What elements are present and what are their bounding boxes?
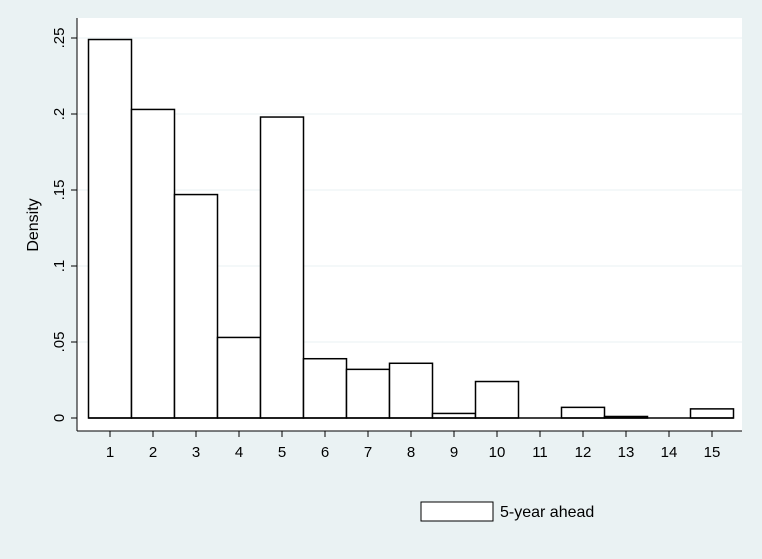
bar xyxy=(87,38,133,419)
axes xyxy=(76,18,742,432)
x-tick-label: 1 xyxy=(106,444,114,461)
x-ticks: 1 2 3 4 5 6 7 8 9 10 11 12 13 14 15 xyxy=(106,431,721,461)
bar xyxy=(560,406,606,419)
y-tick-label: .1 xyxy=(51,260,68,273)
bar xyxy=(345,368,391,419)
x-tick-label: 14 xyxy=(661,444,678,461)
bar xyxy=(130,108,176,419)
y-tick-label: 0 xyxy=(51,414,68,422)
bar xyxy=(216,336,262,419)
y-tick-label: .2 xyxy=(51,108,68,121)
x-tick-label: 12 xyxy=(575,444,592,461)
x-tick-label: 13 xyxy=(618,444,635,461)
x-tick-label: 11 xyxy=(532,444,548,461)
x-tick-label: 8 xyxy=(407,444,415,461)
x-tick-label: 3 xyxy=(192,444,200,461)
bars xyxy=(87,38,735,419)
x-tick-label: 2 xyxy=(149,444,157,461)
x-tick-label: 15 xyxy=(704,444,721,461)
x-tick-label: 10 xyxy=(489,444,506,461)
y-tick-label: .25 xyxy=(51,28,68,49)
x-tick-label: 4 xyxy=(235,444,243,461)
x-tick-label: 5 xyxy=(278,444,286,461)
bar xyxy=(689,408,735,419)
y-tick-label: .05 xyxy=(51,332,68,353)
legend: 5-year ahead xyxy=(420,501,594,522)
bar xyxy=(259,116,305,419)
bar xyxy=(173,193,219,419)
legend-label: 5-year ahead xyxy=(500,504,594,521)
x-tick-label: 7 xyxy=(364,444,372,461)
y-tick-label: .15 xyxy=(51,180,68,201)
legend-swatch xyxy=(420,501,494,522)
bar xyxy=(388,362,434,419)
bar xyxy=(302,357,348,419)
bar xyxy=(474,380,520,419)
y-axis-label: Density xyxy=(25,198,42,251)
x-tick-label: 9 xyxy=(450,444,458,461)
y-ticks: 0 .05 .1 .15 .2 .25 xyxy=(51,28,77,422)
x-tick-label: 6 xyxy=(321,444,329,461)
